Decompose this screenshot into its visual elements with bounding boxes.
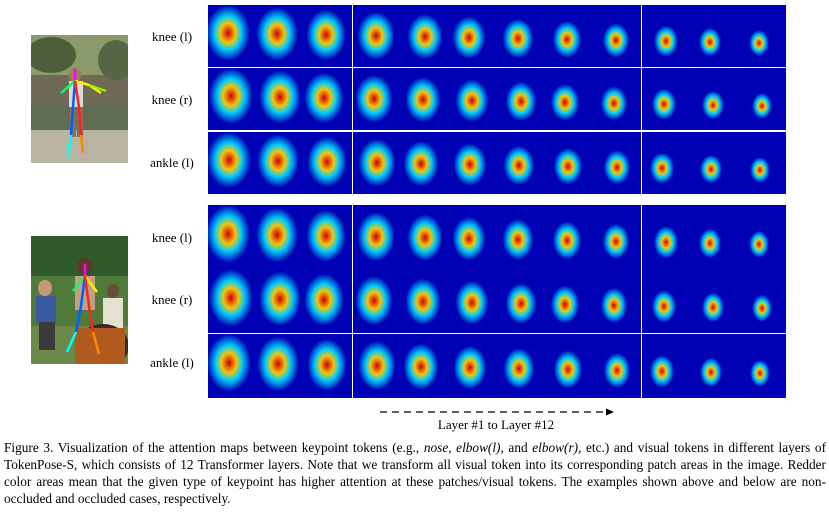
attention-map-layer-2 (256, 334, 305, 398)
attention-map-layer-5 (400, 205, 449, 269)
attention-map-layer-12 (737, 5, 786, 67)
attention-map-layer-9 (593, 269, 642, 333)
attention-map-layer-11 (689, 5, 738, 67)
attention-map-layer-1 (208, 68, 256, 130)
attention-map-layer-2 (256, 269, 305, 333)
attention-map-layer-6 (448, 205, 497, 269)
attention-map-layer-3 (304, 68, 353, 130)
attention-map-layer-6 (448, 5, 497, 67)
attention-map-layer-9 (593, 5, 642, 67)
attention-map-layer-3 (304, 132, 353, 194)
attention-map-layer-8 (545, 205, 594, 269)
attention-map-layer-5 (400, 68, 449, 130)
attention-map-layer-7 (497, 334, 546, 398)
attention-map-layer-11 (689, 205, 738, 269)
attention-map-layer-10 (641, 205, 690, 269)
row-label-bottom-2: knee (r) (151, 292, 193, 307)
layer-axis-arrow (380, 408, 614, 416)
attention-map-layer-5 (400, 132, 449, 194)
attention-map-layer-1 (208, 132, 256, 194)
attention-maps-occluded (208, 205, 786, 400)
row-label-bottom-1: knee (l) (151, 230, 193, 245)
occluded-row-2 (208, 269, 786, 333)
attention-map-layer-8 (545, 132, 594, 194)
attention-map-layer-2 (256, 5, 305, 67)
non-occluded-row-3 (208, 132, 786, 194)
figure-caption: Figure 3. Visualization of the attention… (4, 440, 827, 506)
attention-map-layer-5 (400, 269, 449, 333)
attention-map-layer-8 (545, 5, 594, 67)
attention-maps-non-occluded (208, 5, 786, 195)
attention-map-layer-4 (352, 5, 401, 67)
attention-map-layer-5 (400, 5, 449, 67)
attention-map-layer-11 (689, 269, 738, 333)
attention-map-layer-1 (208, 5, 256, 67)
attention-map-layer-6 (448, 132, 497, 194)
attention-map-layer-1 (208, 205, 256, 269)
attention-map-layer-12 (737, 205, 786, 269)
attention-map-layer-6 (448, 334, 497, 398)
attention-map-layer-12 (737, 132, 786, 194)
attention-map-layer-3 (304, 205, 353, 269)
attention-map-layer-7 (497, 269, 546, 333)
attention-map-layer-7 (497, 132, 546, 194)
attention-map-layer-2 (256, 68, 305, 130)
attention-map-layer-4 (352, 132, 401, 194)
attention-map-layer-11 (689, 132, 738, 194)
attention-map-layer-9 (593, 334, 642, 398)
attention-map-layer-8 (545, 269, 594, 333)
attention-map-layer-4 (352, 205, 401, 269)
attention-map-layer-6 (448, 269, 497, 333)
attention-map-layer-10 (641, 269, 690, 333)
attention-map-layer-11 (689, 334, 738, 398)
attention-map-layer-10 (641, 5, 690, 67)
attention-map-layer-4 (352, 68, 401, 130)
example-image-occluded (31, 236, 128, 364)
example-image-non-occluded (31, 35, 128, 163)
row-label-top-1: knee (l) (151, 29, 193, 44)
row-label-top-3: ankle (l) (150, 155, 194, 170)
attention-map-layer-7 (497, 68, 546, 130)
attention-map-layer-5 (400, 334, 449, 398)
attention-map-layer-9 (593, 205, 642, 269)
row-label-top-2: knee (r) (151, 92, 193, 107)
attention-map-layer-8 (545, 334, 594, 398)
attention-map-layer-1 (208, 334, 256, 398)
occluded-row-1 (208, 205, 786, 269)
attention-map-layer-2 (256, 205, 305, 269)
attention-map-layer-11 (689, 68, 738, 130)
attention-map-layer-2 (256, 132, 305, 194)
attention-map-layer-8 (545, 68, 594, 130)
attention-map-layer-12 (737, 334, 786, 398)
attention-map-layer-4 (352, 269, 401, 333)
non-occluded-row-1 (208, 5, 786, 67)
attention-map-layer-7 (497, 5, 546, 67)
non-occluded-row-2 (208, 68, 786, 130)
attention-map-layer-10 (641, 334, 690, 398)
attention-map-layer-7 (497, 205, 546, 269)
attention-map-layer-10 (641, 68, 690, 130)
row-label-bottom-3: ankle (l) (150, 355, 194, 370)
attention-map-layer-3 (304, 334, 353, 398)
attention-map-layer-9 (593, 132, 642, 194)
attention-map-layer-10 (641, 132, 690, 194)
attention-map-layer-3 (304, 5, 353, 67)
attention-map-layer-6 (448, 68, 497, 130)
layer-axis-label: Layer #1 to Layer #12 (437, 417, 555, 432)
attention-map-layer-4 (352, 334, 401, 398)
attention-map-layer-9 (593, 68, 642, 130)
attention-map-layer-3 (304, 269, 353, 333)
attention-map-layer-12 (737, 269, 786, 333)
attention-map-layer-1 (208, 269, 256, 333)
occluded-row-3 (208, 334, 786, 398)
attention-map-layer-12 (737, 68, 786, 130)
